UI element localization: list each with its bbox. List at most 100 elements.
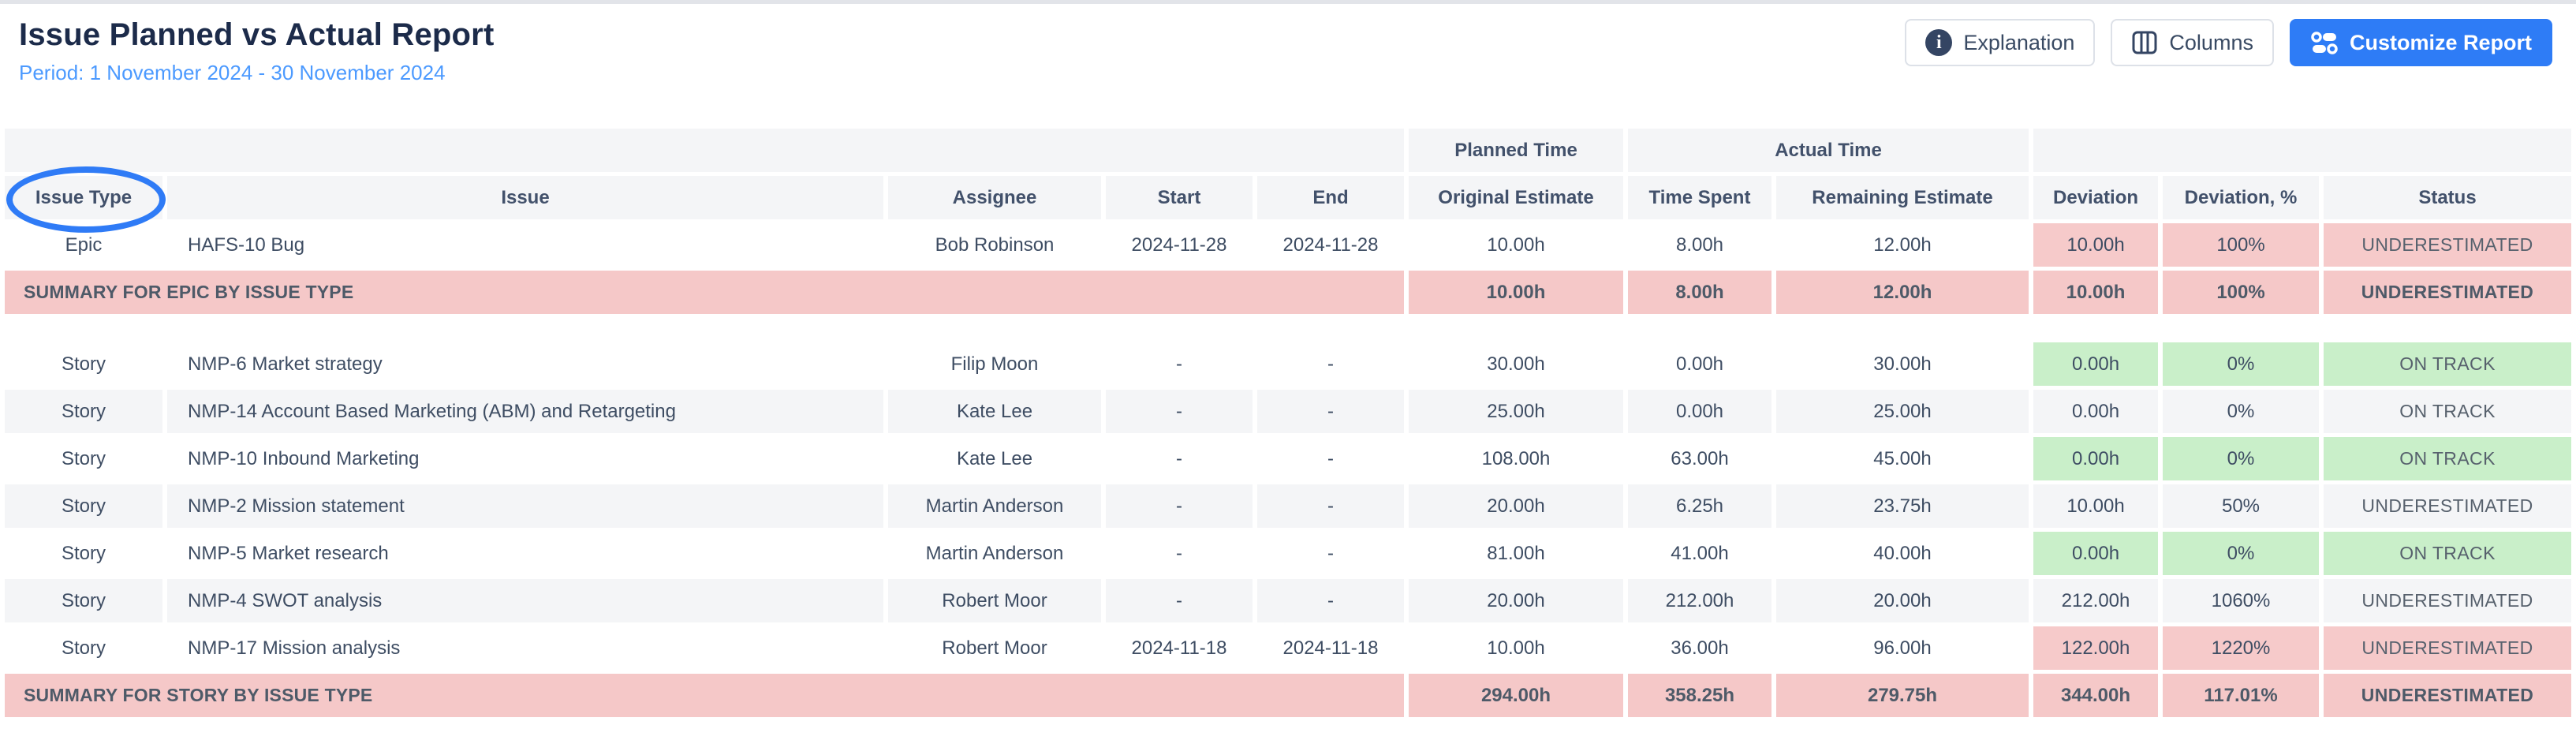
cell-time-spent: 41.00h (1628, 532, 1771, 575)
group-header-spacer-right (2033, 129, 2572, 172)
report-table: Planned Time Actual Time Issue Type Issu… (0, 125, 2576, 721)
column-header-issue[interactable]: Issue (167, 176, 883, 219)
column-header-deviation-pct[interactable]: Deviation, % (2163, 176, 2320, 219)
cell-deviation-pct: 100% (2163, 271, 2320, 314)
column-header-start[interactable]: Start (1106, 176, 1253, 219)
cell-issue-type: Story (5, 626, 162, 670)
cell-status: UNDERESTIMATED (2324, 579, 2572, 622)
cell-issue-type: Story (5, 437, 162, 480)
cell-original-estimate: 10.00h (1409, 626, 1623, 670)
cell-start-date: - (1106, 532, 1253, 575)
cell-original-estimate: 108.00h (1409, 437, 1623, 480)
cell-issue: NMP-10 Inbound Marketing (167, 437, 883, 480)
columns-icon (2132, 31, 2157, 54)
customize-report-button[interactable]: Customize Report (2289, 19, 2552, 66)
cell-issue: NMP-2 Mission statement (167, 484, 883, 528)
report-period: Period: 1 November 2024 - 30 November 20… (19, 61, 446, 84)
column-header-end[interactable]: End (1257, 176, 1404, 219)
summary-row: SUMMARY FOR EPIC BY ISSUE TYPE 10.00h 8.00… (5, 271, 2572, 314)
cell-start-date: - (1106, 579, 1253, 622)
cell-summary-label: SUMMARY FOR STORY BY ISSUE TYPE (5, 674, 1404, 717)
cell-start-date: - (1106, 437, 1253, 480)
cell-deviation-pct: 100% (2163, 223, 2320, 267)
cell-remaining-estimate: 23.75h (1776, 484, 2029, 528)
column-header-time-spent[interactable]: Time Spent (1628, 176, 1771, 219)
cell-issue-type: Story (5, 484, 162, 528)
spacer-cell (5, 318, 2571, 338)
cell-summary-label: SUMMARY FOR EPIC BY ISSUE TYPE (5, 271, 1404, 314)
spacer-row (5, 318, 2571, 338)
cell-deviation-pct: 0% (2163, 342, 2320, 386)
cell-start-date: - (1106, 484, 1253, 528)
cell-end-date: - (1257, 484, 1404, 528)
cell-issue-type: Story (5, 390, 162, 433)
cell-deviation-pct: 0% (2163, 532, 2320, 575)
table-body: Epic HAFS-10 Bug Bob Robinson 2024-11-28 202… (5, 223, 2572, 717)
column-header-status[interactable]: Status (2324, 176, 2572, 219)
cell-remaining-estimate: 40.00h (1776, 532, 2029, 575)
explanation-button[interactable]: i Explanation (1905, 19, 2096, 66)
cell-remaining-estimate: 12.00h (1776, 271, 2029, 314)
cell-end-date: 2024-11-28 (1257, 223, 1404, 267)
cell-assignee: Robert Moor (888, 579, 1101, 622)
cell-time-spent: 358.25h (1628, 674, 1771, 717)
cell-time-spent: 6.25h (1628, 484, 1771, 528)
cell-assignee: Kate Lee (888, 390, 1101, 433)
column-header-assignee[interactable]: Assignee (888, 176, 1101, 219)
column-header-remaining-estimate[interactable]: Remaining Estimate (1776, 176, 2029, 219)
group-header-spacer-left (5, 129, 1404, 172)
cell-deviation: 10.00h (2033, 223, 2159, 267)
cell-deviation: 212.00h (2033, 579, 2159, 622)
top-border (0, 0, 2576, 4)
table-row: Story NMP-17 Mission analysis Robert Moor 2… (5, 626, 2572, 670)
cell-issue-type: Story (5, 579, 162, 622)
cell-issue: NMP-6 Market strategy (167, 342, 883, 386)
cell-end-date: - (1257, 342, 1404, 386)
table-row: Story NMP-5 Market research Martin Anderso… (5, 532, 2572, 575)
cell-original-estimate: 20.00h (1409, 484, 1623, 528)
summary-row: SUMMARY FOR STORY BY ISSUE TYPE 294.00h 35… (5, 674, 2572, 717)
column-header-deviation[interactable]: Deviation (2033, 176, 2159, 219)
table-row: Story NMP-10 Inbound Marketing Kate Lee - -1… (5, 437, 2572, 480)
cell-original-estimate: 30.00h (1409, 342, 1623, 386)
cell-original-estimate: 10.00h (1409, 223, 1623, 267)
cell-status: UNDERESTIMATED (2324, 223, 2572, 267)
cell-time-spent: 212.00h (1628, 579, 1771, 622)
cell-issue-type: Epic (5, 223, 162, 267)
page-title: Issue Planned vs Actual Report (19, 17, 495, 52)
cell-deviation-pct: 0% (2163, 390, 2320, 433)
cell-issue: NMP-4 SWOT analysis (167, 579, 883, 622)
cell-end-date: - (1257, 390, 1404, 433)
cell-issue-type: Story (5, 342, 162, 386)
cell-deviation-pct: 0% (2163, 437, 2320, 480)
cell-deviation: 344.00h (2033, 674, 2159, 717)
cell-original-estimate: 81.00h (1409, 532, 1623, 575)
columns-button[interactable]: Columns (2111, 19, 2274, 66)
explanation-button-label: Explanation (1963, 30, 2075, 54)
info-icon: i (1925, 29, 1953, 56)
cell-issue: NMP-5 Market research (167, 532, 883, 575)
group-header-actual-time: Actual Time (1628, 129, 2029, 172)
cell-status: UNDERESTIMATED (2324, 484, 2572, 528)
cell-deviation-pct: 1060% (2163, 579, 2320, 622)
cell-status: ON TRACK (2324, 437, 2572, 480)
cell-time-spent: 63.00h (1628, 437, 1771, 480)
cell-deviation: 122.00h (2033, 626, 2159, 670)
cell-time-spent: 0.00h (1628, 342, 1771, 386)
cell-status: ON TRACK (2324, 532, 2572, 575)
cell-status: UNDERESTIMATED (2324, 626, 2572, 670)
group-header-row: Planned Time Actual Time (5, 129, 2572, 172)
column-header-original-estimate[interactable]: Original Estimate (1409, 176, 1623, 219)
cell-end-date: - (1257, 532, 1404, 575)
cell-issue: HAFS-10 Bug (167, 223, 883, 267)
column-header-issue-type[interactable]: Issue Type (5, 176, 162, 219)
cell-original-estimate: 25.00h (1409, 390, 1623, 433)
cell-deviation: 0.00h (2033, 342, 2159, 386)
cell-assignee: Robert Moor (888, 626, 1101, 670)
cell-time-spent: 36.00h (1628, 626, 1771, 670)
cell-remaining-estimate: 25.00h (1776, 390, 2029, 433)
table-row: Epic HAFS-10 Bug Bob Robinson 2024-11-28 202… (5, 223, 2572, 267)
cell-end-date: - (1257, 579, 1404, 622)
columns-button-label: Columns (2169, 30, 2253, 54)
sliders-icon (2311, 32, 2338, 54)
